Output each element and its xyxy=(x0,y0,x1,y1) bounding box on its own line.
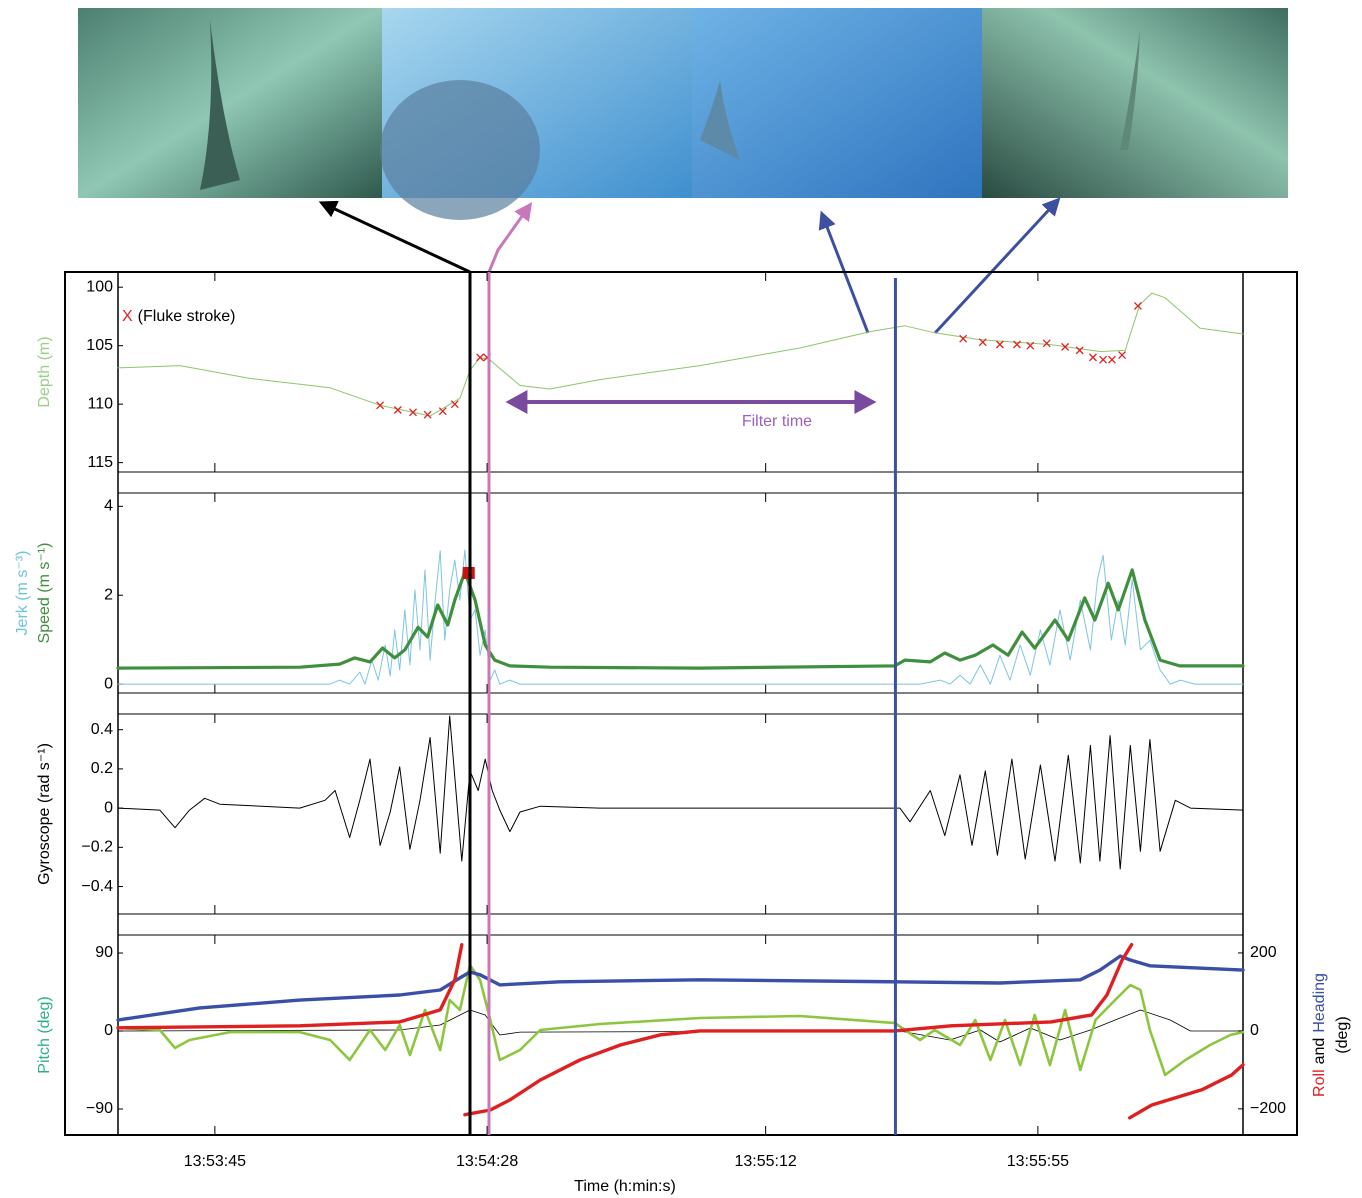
data-line xyxy=(117,715,1244,870)
x-tick-label: 13:55:55 xyxy=(1007,1153,1069,1170)
legend-label: (Fluke stroke) xyxy=(138,308,236,325)
fluke-stroke-marker xyxy=(1099,355,1108,364)
y-tick-label: 0.4 xyxy=(91,721,113,738)
arrow-head xyxy=(854,390,877,414)
photo xyxy=(982,8,1288,198)
fluke-stroke-marker xyxy=(995,340,1004,349)
y-tick-label: 0 xyxy=(104,799,113,816)
y-tick-label: 90 xyxy=(95,944,113,961)
fluke-stroke-marker xyxy=(1026,341,1035,350)
arrow xyxy=(933,197,1061,335)
y2-axis-label-part: Heading xyxy=(1311,973,1328,1033)
arrow xyxy=(818,210,870,334)
annotation-label: Filter time xyxy=(742,413,812,430)
fluke-stroke-marker xyxy=(959,334,968,343)
fluke-stroke-marker xyxy=(1133,301,1142,310)
arrow-head xyxy=(505,390,528,414)
fluke-stroke-marker xyxy=(978,338,987,347)
y-axis-label: Pitch (deg) xyxy=(36,996,53,1073)
x-tick-label: 13:53:45 xyxy=(184,1153,246,1170)
fluke-stroke-marker xyxy=(409,408,417,417)
y-tick-label: 0 xyxy=(104,1022,113,1039)
x-tick-label: 13:54:28 xyxy=(456,1153,518,1170)
photo-strip xyxy=(78,8,1288,220)
y-tick-label: 110 xyxy=(87,395,113,412)
fluke-stroke-marker xyxy=(1075,346,1084,355)
fluke-stroke-marker xyxy=(1042,339,1051,348)
legend-marker: X xyxy=(122,308,133,325)
fluke-stroke-marker xyxy=(1013,340,1021,349)
data-line xyxy=(117,549,1244,685)
y-axis-label: Jerk (m s⁻³) xyxy=(14,551,31,636)
fluke-stroke-marker xyxy=(1118,351,1127,360)
fluke-stroke-marker xyxy=(393,406,402,414)
y-tick-label: 0 xyxy=(104,675,113,692)
fluke-stroke-marker xyxy=(1061,342,1070,351)
x-axis-label: Time (h:min:s) xyxy=(574,1178,676,1195)
y-axis-label: Gyroscope (rad s⁻¹) xyxy=(36,743,53,885)
photo-detail xyxy=(700,80,740,160)
x-tick-label: 13:55:12 xyxy=(735,1153,797,1170)
data-line xyxy=(116,943,1245,1120)
fluke-stroke-marker xyxy=(450,400,459,409)
fluke-stroke-marker xyxy=(476,353,485,362)
y2-tick-label: 0 xyxy=(1250,1022,1259,1039)
photo-detail xyxy=(200,20,240,190)
photo-detail xyxy=(1120,30,1140,150)
photo-detail xyxy=(380,80,540,220)
y2-axis-label-part: (deg) xyxy=(1334,1016,1351,1053)
data-line xyxy=(116,963,1245,1077)
data-line xyxy=(116,568,1245,670)
fluke-stroke-marker xyxy=(423,410,432,419)
fluke-stroke-marker xyxy=(1107,355,1116,364)
y-tick-label: −90 xyxy=(86,1100,113,1117)
y-tick-label: 105 xyxy=(86,337,113,354)
arrows xyxy=(318,197,1061,335)
y2-axis-label-part: and xyxy=(1311,1038,1328,1065)
y-tick-label: 115 xyxy=(87,454,113,471)
legend-entry: X (Fluke stroke) xyxy=(122,308,235,325)
data-line xyxy=(116,954,1245,1022)
fluke-stroke-marker xyxy=(438,407,447,416)
fluke-stroke-marker xyxy=(1089,353,1097,362)
panels: 100 105 110 115 Depth (m) X (Fluke stroke) Filt… xyxy=(14,271,1351,1136)
data-line xyxy=(117,292,1244,417)
photo xyxy=(692,8,982,198)
y-tick-label: 2 xyxy=(104,586,113,603)
y-tick-label: −0.4 xyxy=(81,878,113,895)
y2-axis-label-part: Roll xyxy=(1311,1069,1328,1097)
y-axis-label: Speed (m s⁻¹) xyxy=(36,543,53,644)
y-axis-label: Depth (m) xyxy=(36,336,53,407)
y-tick-label: 4 xyxy=(104,498,113,515)
y-tick-label: −0.2 xyxy=(81,839,113,856)
y-tick-label: 100 xyxy=(86,278,113,295)
arrow xyxy=(318,200,471,274)
y-tick-label: 0.2 xyxy=(91,760,113,777)
arrow xyxy=(487,202,533,273)
y2-tick-label: −200 xyxy=(1250,1100,1286,1117)
y2-tick-label: 200 xyxy=(1250,944,1277,961)
fluke-stroke-marker xyxy=(376,401,385,410)
y2-axis-label: Roll and Heading xyxy=(1311,973,1328,1097)
